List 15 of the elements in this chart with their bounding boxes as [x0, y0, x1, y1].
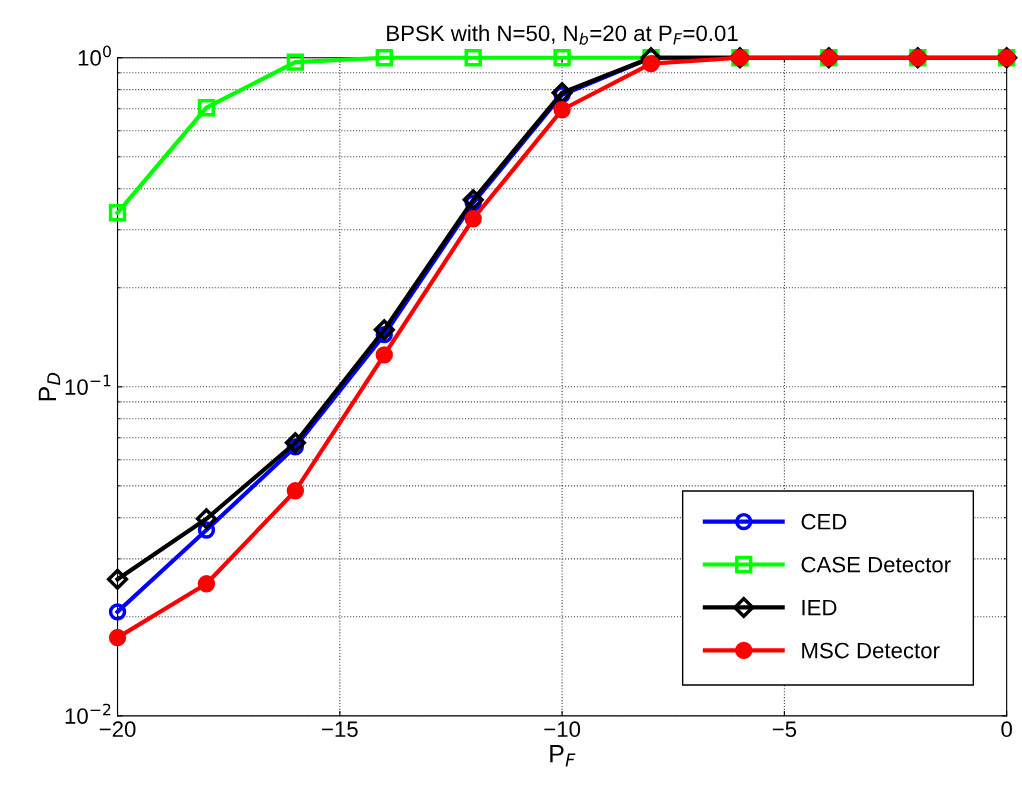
- y-tick-label: 10$^{−2}$: [65, 703, 111, 724]
- y-tick-label: 10$^{−1}$: [65, 374, 111, 395]
- x-tick-label: −5: [772, 721, 797, 738]
- legend-label: MSC Detector: [802, 642, 940, 659]
- legend-label: IED: [802, 599, 837, 616]
- x-tick-label: −20: [99, 721, 136, 738]
- x-tick-label: −15: [322, 721, 358, 738]
- y-tick-label: 10$^{0}$: [78, 45, 111, 66]
- legend-label: CED: [801, 513, 847, 530]
- chart-title: BPSK with N=50, N$_{b}$=20 at P$_{F}$=0.01: [387, 24, 738, 45]
- legend-label: CASE Detector: [801, 556, 951, 573]
- x-tick-label: 0: [1001, 721, 1012, 738]
- y-axis-title: P$_{D}$: [38, 372, 61, 401]
- x-axis-title: P$_{F}$: [550, 745, 576, 767]
- x-tick-label: −10: [544, 721, 581, 738]
